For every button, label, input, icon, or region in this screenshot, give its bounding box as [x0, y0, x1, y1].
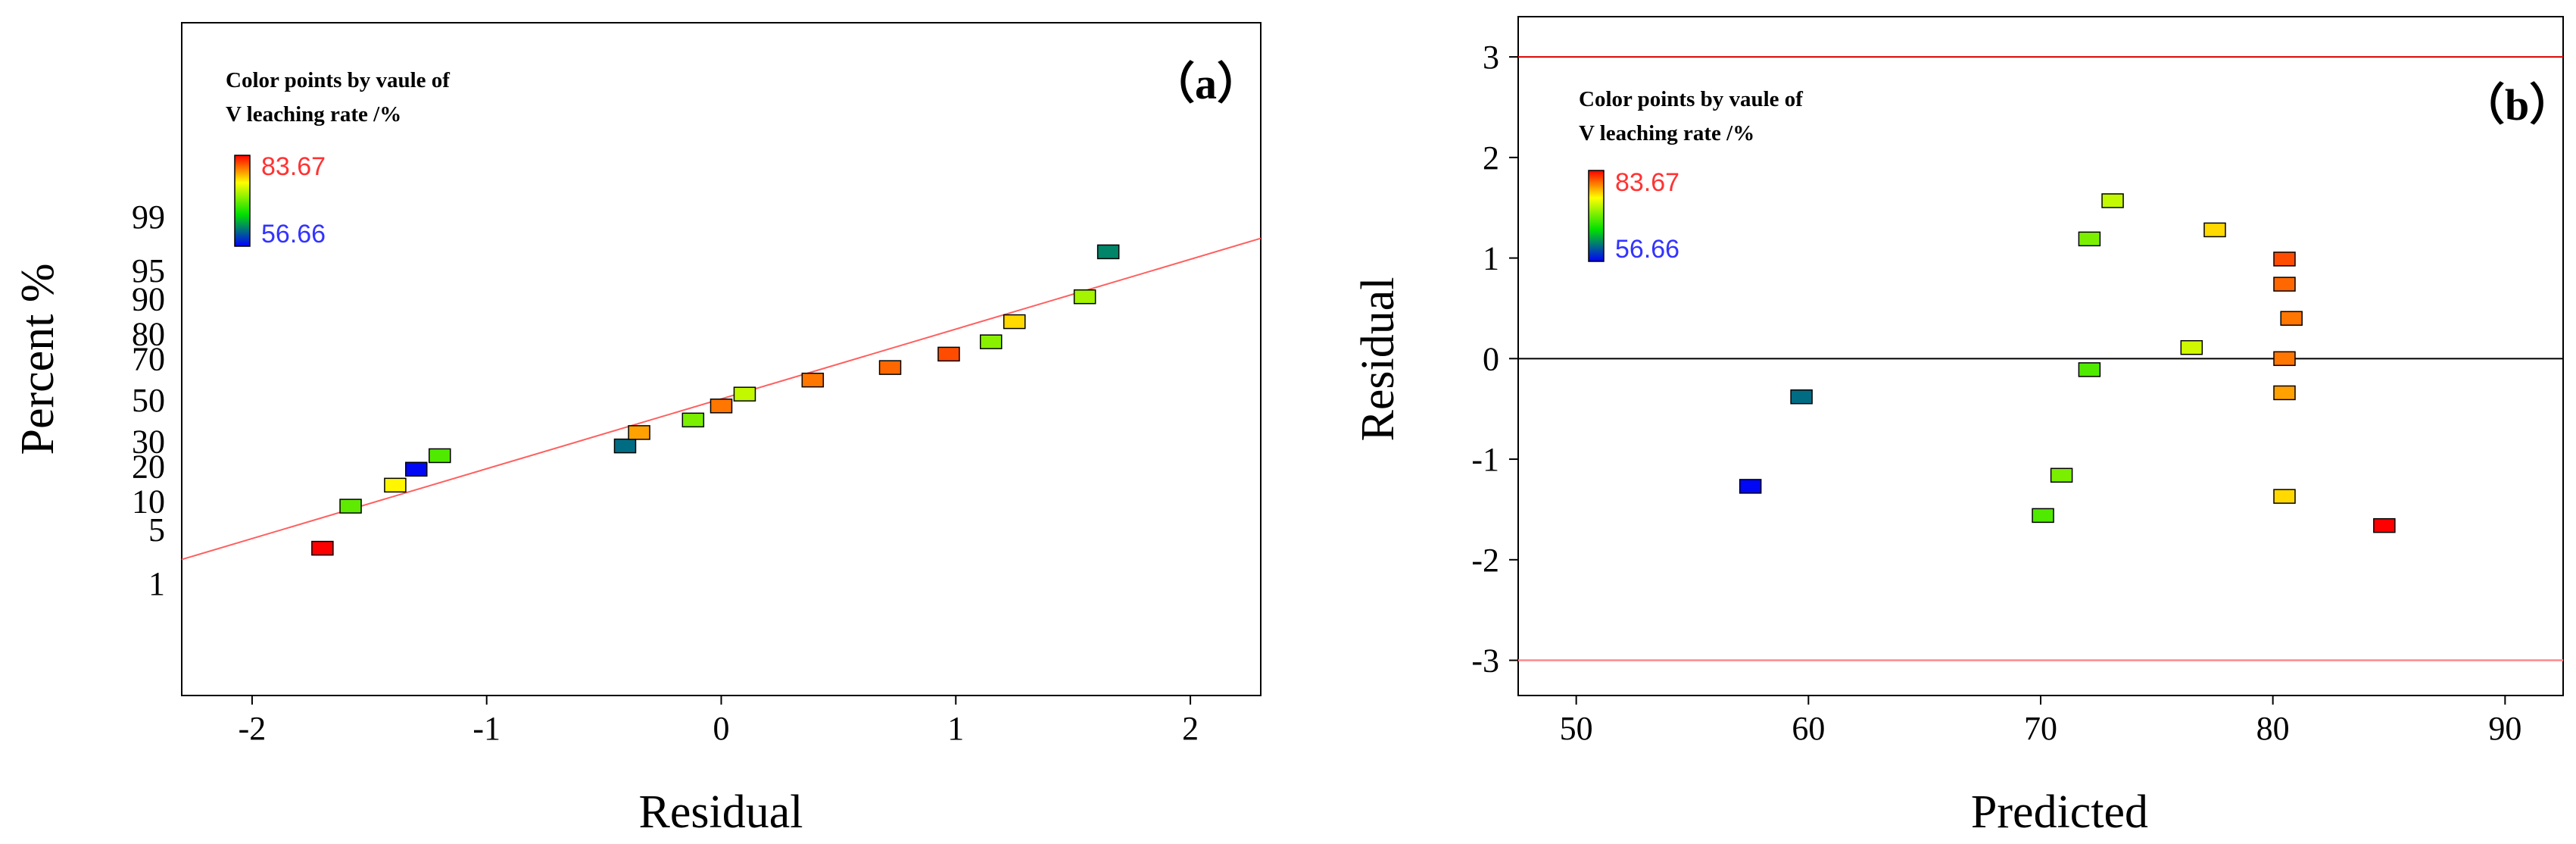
panel-b-data-point [2273, 385, 2296, 401]
panel-b-label: （b） [2461, 80, 2573, 130]
panel-b-legend-title-line2: V leaching rate /% [1579, 121, 1754, 145]
panel-a-x-tick-label: 0 [713, 710, 730, 747]
panel-b-legend-title-line1: Color points by vaule of [1579, 87, 1803, 111]
panel-b-legend-max: 83.67 [1615, 168, 1679, 197]
panel-a-y-tick-label: 20 [132, 449, 165, 486]
panel-b-residual-plot: 50 60 70 80 90 -3 -2 -1 0 1 2 3 （b） Color points b… [1352, 16, 2573, 838]
panel-a-y-tick-label: 30 [132, 424, 165, 461]
panel-a-y-tick-label: 10 [132, 483, 165, 520]
panel-b-y-tick-label: -2 [1471, 542, 1499, 579]
panel-a-y-tick-label: 99 [132, 198, 165, 236]
panel-b-data-point [1739, 479, 1762, 494]
panel-a-y-tick-label: 1 [148, 565, 165, 602]
panel-b-data-point [2050, 467, 2073, 483]
panel-a-data-point [405, 461, 428, 477]
panel-b-y-tick-label: -1 [1471, 441, 1499, 478]
panel-b-ylabel: Residual [1352, 277, 1404, 442]
panel-a-label: （a） [1151, 59, 1261, 108]
panel-b-points [1739, 193, 2396, 533]
panel-b-data-point [2032, 508, 2054, 524]
panel-a-x-ticks: -2 -1 0 1 2 [239, 696, 1199, 747]
panel-a-data-point [681, 412, 705, 428]
panel-b-data-point [2373, 517, 2396, 533]
panel-b-data-point [2101, 193, 2124, 208]
panel-a-ylabel: Percent % [12, 263, 64, 455]
panel-b-data-point [2078, 362, 2101, 377]
panel-a-y-tick-label: 95 [132, 252, 165, 289]
panel-a-data-point [878, 360, 902, 375]
panel-a-data-point [384, 477, 407, 493]
panel-b-x-tick-label: 60 [1792, 710, 1825, 747]
panel-b-xlabel: Predicted [1971, 786, 2148, 838]
panel-b-data-point [2280, 311, 2303, 326]
panel-a-legend-title-line1: Color points by vaule of [226, 68, 450, 92]
panel-b-y-tick-label: 0 [1483, 340, 1499, 377]
panel-a-y-tick-label: 50 [132, 382, 165, 419]
panel-a-data-point [1073, 289, 1096, 305]
panel-a-data-point [709, 399, 733, 414]
panel-b-colorbar [1588, 170, 1605, 262]
panel-b-y-ticks: -3 -2 -1 0 1 2 3 [1471, 39, 1518, 680]
panel-b-x-tick-label: 50 [1560, 710, 1593, 747]
panel-a-points [311, 244, 1120, 556]
panel-a-x-tick-label: 2 [1182, 710, 1199, 747]
panel-b-data-point [2273, 252, 2296, 267]
panel-b-data-point [2203, 222, 2226, 238]
panel-a-y-tick-label: 5 [148, 511, 165, 549]
panel-b-x-ticks: 50 60 70 80 90 [1560, 696, 2521, 747]
panel-a-legend-max: 83.67 [261, 152, 326, 181]
panel-b-data-point [2078, 231, 2101, 247]
panel-b-data-point [2273, 277, 2296, 292]
panel-b-data-point [2273, 489, 2296, 504]
panel-a-legend-min: 56.66 [261, 220, 326, 249]
panel-a-data-point [311, 540, 334, 556]
panel-a-data-point [980, 334, 1003, 349]
panel-b-frame [1517, 16, 2564, 696]
panel-b-data-point [2273, 351, 2296, 367]
panel-a-data-point [613, 438, 637, 454]
panel-a-y-tick-label: 90 [132, 281, 165, 318]
panel-b-legend-min: 56.66 [1615, 235, 1679, 264]
panel-a-data-point [339, 499, 362, 514]
panel-b-y-tick-label: -3 [1471, 642, 1499, 680]
panel-a-legend-title-line2: V leaching rate /% [226, 102, 401, 127]
panel-a-x-tick-label: 1 [947, 710, 964, 747]
panel-b-data-point [2180, 339, 2203, 355]
panel-a-data-point [628, 425, 650, 440]
panel-b-x-tick-label: 90 [2488, 710, 2521, 747]
panel-a-y-tick-label: 80 [132, 315, 165, 352]
panel-b-y-tick-label: 1 [1483, 240, 1499, 277]
panel-a-data-point [429, 448, 451, 464]
panel-b-y-tick-label: 2 [1483, 139, 1499, 177]
panel-a-xlabel: Residual [639, 786, 803, 838]
panel-a-y-tick-label: 70 [132, 340, 165, 377]
panel-b-x-tick-label: 80 [2256, 710, 2290, 747]
panel-a-x-tick-label: -1 [472, 710, 501, 747]
panel-a-colorbar [234, 155, 251, 247]
panel-b-x-tick-label: 70 [2024, 710, 2057, 747]
panel-b-data-point [1790, 389, 1813, 405]
panel-b-y-tick-label: 3 [1483, 39, 1499, 76]
panel-a-data-point [733, 386, 756, 402]
panel-a-x-tick-label: -2 [239, 710, 267, 747]
panel-a-data-point [801, 372, 825, 388]
panel-a-data-point [937, 346, 960, 362]
panel-a-data-point [1096, 244, 1120, 260]
panel-a-data-point [1003, 314, 1026, 330]
